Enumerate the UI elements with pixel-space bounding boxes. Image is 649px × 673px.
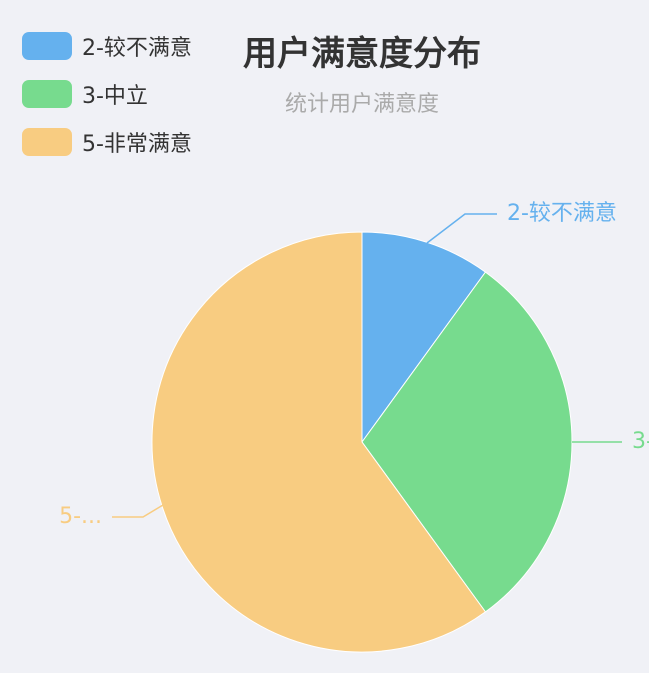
data-label-very-satisfied: 5-... xyxy=(59,504,102,529)
label-line-very-satisfied xyxy=(112,505,163,517)
label-line-dissatisfied xyxy=(427,214,497,243)
data-label-neutral: 3- xyxy=(632,429,649,454)
data-label-dissatisfied: 2-较不满意 xyxy=(507,201,617,226)
